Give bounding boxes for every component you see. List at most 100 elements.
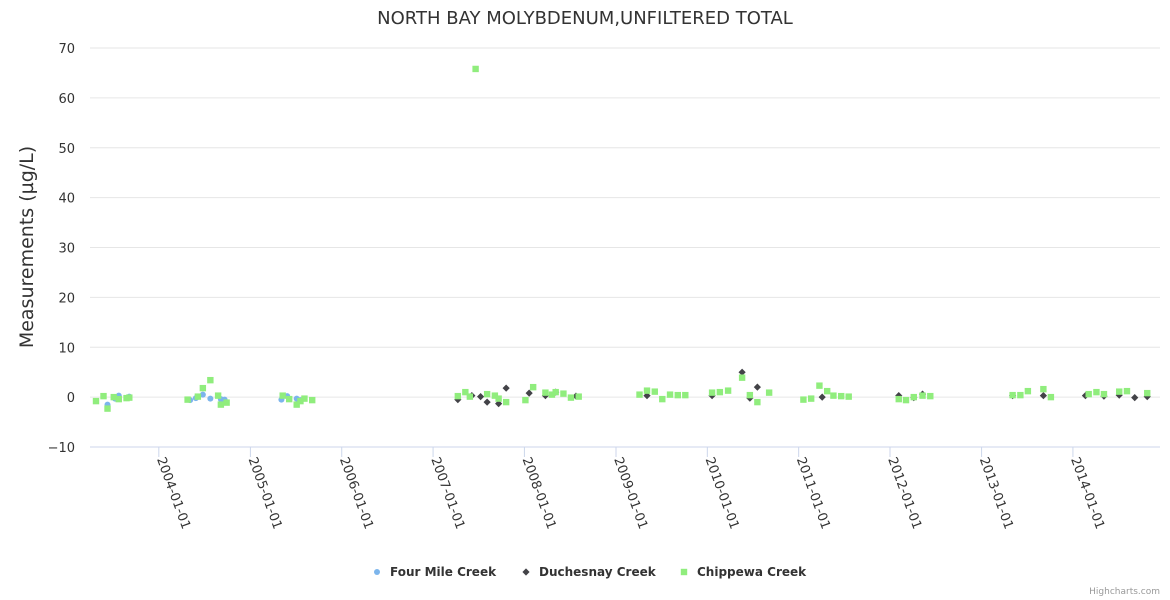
chippewa-creek-point	[542, 389, 549, 396]
chippewa-creek-point	[301, 395, 308, 402]
chippewa-creek-point	[1009, 391, 1016, 399]
y-tick-label: 40	[58, 192, 75, 207]
x-tick-label: 2013-01-01	[976, 455, 1016, 531]
chippewa-creek-point	[115, 395, 122, 403]
chippewa-creek-point	[643, 387, 651, 394]
x-tick-label: 2014-01-01	[1067, 455, 1107, 531]
chippewa-creek-point	[807, 395, 815, 402]
x-tick-label: 2008-01-01	[519, 455, 559, 531]
chippewa-creek-point	[659, 395, 666, 403]
x-tick-label: 2006-01-01	[336, 455, 376, 531]
chippewa-creek-point	[738, 374, 746, 381]
x-tick-label: 2011-01-01	[793, 455, 833, 531]
x-axis: 2004-01-01 2005-01-01 2006-01-01 2007-01-01…	[153, 447, 1107, 531]
data-points	[92, 65, 1151, 412]
chippewa-creek-point	[746, 391, 754, 399]
duchesnay-creek-point	[454, 396, 462, 404]
chippewa-creek-point	[126, 394, 133, 401]
chippewa-creek-point	[199, 384, 207, 392]
duchesnay-creek-point	[818, 393, 826, 401]
chippewa-creek-point	[674, 391, 681, 399]
chippewa-creek-point	[223, 399, 230, 406]
chippewa-creek-point	[716, 388, 724, 396]
chippewa-creek-point	[1024, 387, 1032, 395]
chippewa-creek-point	[765, 389, 773, 396]
y-tick-label: 50	[58, 142, 75, 157]
duchesnay-creek-point	[477, 393, 485, 401]
chippewa-creek-point	[902, 396, 910, 404]
x-tick-label: 2005-01-01	[245, 455, 285, 531]
chippewa-creek-point	[575, 393, 582, 400]
chippewa-creek-point	[816, 382, 823, 389]
legend-item-chippewa-creek[interactable]: Chippewa Creek	[680, 565, 807, 579]
four-mile-creek-point	[207, 395, 214, 402]
duchesnay-creek-point	[753, 383, 761, 391]
chippewa-creek-point	[529, 383, 537, 391]
chippewa-creek-point	[466, 393, 474, 400]
chippewa-creek-point	[522, 396, 529, 404]
credits-link[interactable]: Highcharts.com	[1089, 587, 1160, 597]
chippewa-creek-point	[454, 392, 462, 400]
grid-lines	[90, 47, 1160, 448]
chippewa-creek-point	[666, 391, 674, 398]
duchesnay-creek-point	[1131, 394, 1139, 402]
chippewa-creek-point	[104, 405, 111, 412]
chippewa-creek-point	[309, 396, 316, 404]
chippewa-creek-point	[830, 392, 837, 399]
duchesnay-creek-point	[895, 392, 903, 400]
x-tick-label: 2007-01-01	[427, 455, 467, 531]
chippewa-creek-point	[462, 388, 469, 396]
x-tick-label: 2010-01-01	[702, 455, 742, 531]
chippewa-creek-point	[823, 387, 831, 395]
y-tick-label: −10	[48, 441, 75, 456]
duchesnay-creek-point	[643, 392, 651, 400]
x-tick-label: 2004-01-01	[153, 455, 193, 531]
legend-label-chippewa-creek: Chippewa Creek	[697, 565, 807, 579]
duchesnay-creek-point	[1115, 391, 1123, 399]
y-axis-label: Measurements (µg/L)	[16, 146, 38, 348]
chippewa-creek-point	[567, 394, 575, 401]
chippewa-creek-point	[910, 393, 917, 401]
y-tick-label: 30	[58, 242, 75, 257]
y-tick-label: 10	[58, 341, 75, 356]
chippewa-creek-point	[491, 392, 499, 399]
chippewa-creek-point	[651, 388, 658, 395]
y-tick-label: 20	[58, 291, 75, 306]
chippewa-creek-point	[682, 391, 689, 399]
chippewa-creek-point	[293, 401, 300, 408]
duchesnay-creek-point	[1143, 393, 1151, 401]
chippewa-creek-point	[279, 392, 286, 399]
chippewa-creek-point	[838, 392, 845, 400]
y-tick-label: 70	[58, 42, 75, 57]
duchesnay-creek-point	[502, 384, 510, 392]
chippewa-creek-point	[297, 397, 304, 405]
x-tick-label: 2009-01-01	[610, 455, 650, 531]
chippewa-creek-point	[495, 395, 502, 402]
chippewa-creek-point	[1100, 390, 1108, 398]
chippewa-creek-point	[472, 65, 479, 73]
chippewa-creek-point	[636, 391, 643, 398]
legend-item-four-mile-creek[interactable]: Four Mile Creek	[374, 565, 497, 579]
legend: Four Mile Creek Duchesnay Creek Chippewa C…	[374, 565, 807, 579]
x-tick-label: 2012-01-01	[884, 455, 924, 531]
duchesnay-creek-point	[1039, 392, 1047, 400]
chippewa-creek-point	[194, 393, 202, 400]
legend-marker-chippewa-creek	[680, 568, 688, 576]
chippewa-creek-point	[552, 388, 559, 396]
duchesnay-creek-point	[525, 389, 533, 397]
chippewa-creek-point	[919, 392, 926, 399]
legend-item-duchesnay-creek[interactable]: Duchesnay Creek	[522, 565, 657, 579]
chippewa-creek-point	[927, 392, 934, 400]
chippewa-creek-point	[285, 395, 293, 403]
legend-marker-duchesnay-creek	[522, 568, 530, 576]
chippewa-creek-point	[548, 391, 556, 398]
legend-marker-four-mile-creek	[374, 569, 380, 575]
chippewa-creek-point	[110, 393, 117, 401]
chippewa-creek-point	[483, 390, 491, 398]
chippewa-creek-point	[92, 397, 100, 405]
chart-title: NORTH BAY MOLYBDENUM,UNFILTERED TOTAL	[377, 8, 793, 29]
four-mile-creek-point	[199, 391, 206, 398]
chippewa-creek-point	[1040, 385, 1047, 393]
chippewa-creek-point	[207, 376, 214, 384]
